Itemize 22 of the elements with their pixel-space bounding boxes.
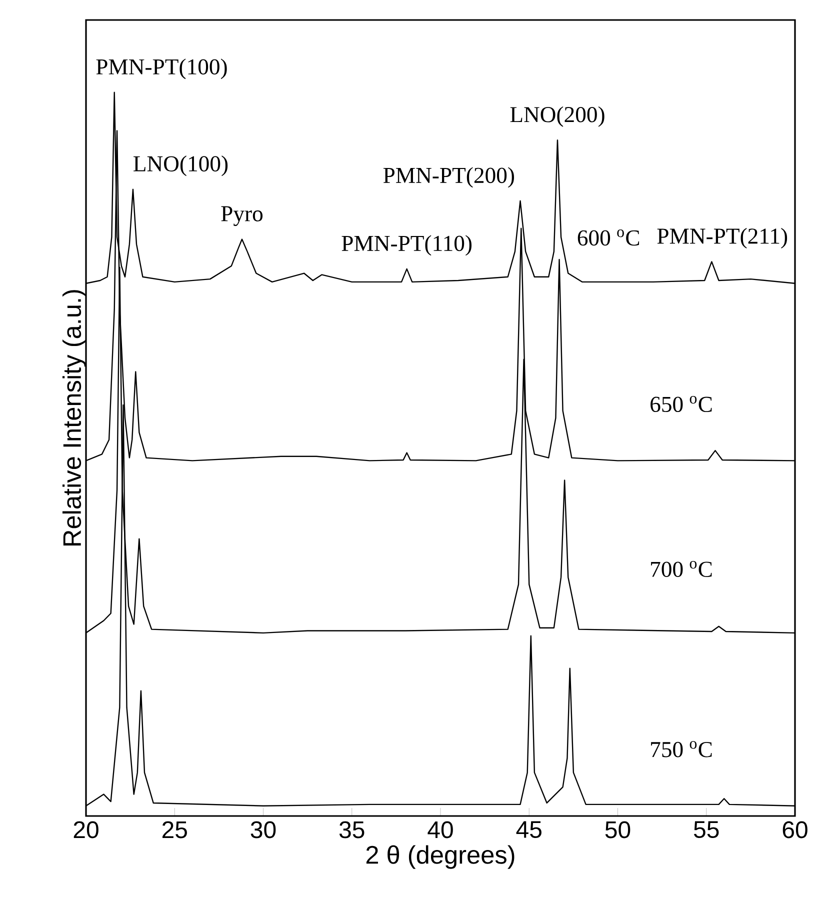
x-tick-label: 20 [74,821,98,838]
series-label: 600 $^{o}$C [578,230,640,246]
x-tick-label: 45 [516,821,542,838]
x-tick-label: 60 [782,821,808,838]
x-tick-label: 40 [428,821,453,838]
y-axis-title: Relative Intensity (a.u.) [62,290,86,546]
series-label: 750 $^{o}$C [651,741,712,758]
annotation: PMN-PT(200) [383,167,514,188]
x-tick-label: 30 [250,821,276,838]
x-tick-label: 35 [339,821,364,838]
annotation: PMN-PT(110) [342,235,472,256]
annotation: Pyro [221,206,263,226]
annotation: PMN-PT(211) [657,228,788,248]
x-tick-label: 55 [694,821,719,838]
annotation: LNO(200) [510,106,604,127]
annotation: LNO(100) [134,156,228,176]
annotation: PMN-PT(100) [96,58,227,80]
text: 700 $^{o}$C [651,560,712,578]
x-axis-title: 2 θ (degrees) [366,845,514,869]
series-label: 650 $^{o}$C [650,396,712,412]
x-tick-label: 25 [162,821,187,838]
x-tick-label: 50 [605,821,630,838]
